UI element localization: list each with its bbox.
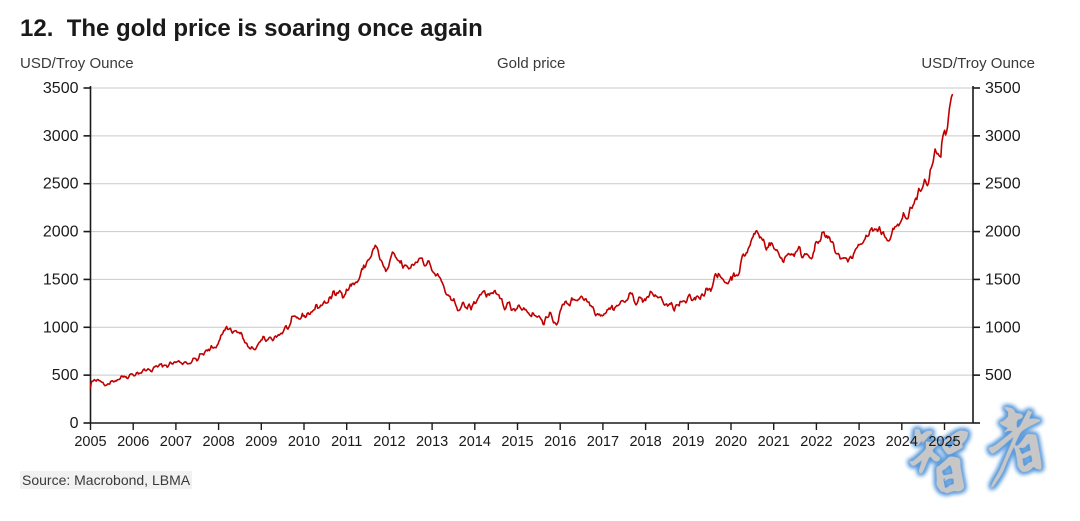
- svg-text:1000: 1000: [43, 319, 79, 336]
- svg-text:3000: 3000: [43, 128, 79, 145]
- svg-text:2021: 2021: [758, 434, 790, 450]
- svg-text:0: 0: [70, 415, 79, 432]
- svg-text:1500: 1500: [985, 271, 1021, 288]
- svg-text:2018: 2018: [629, 434, 661, 450]
- svg-text:2020: 2020: [715, 434, 747, 450]
- svg-text:2000: 2000: [985, 224, 1021, 241]
- svg-text:2015: 2015: [501, 434, 533, 450]
- svg-text:2008: 2008: [202, 434, 234, 450]
- svg-text:2009: 2009: [245, 434, 277, 450]
- svg-text:3500: 3500: [985, 80, 1021, 97]
- svg-text:2010: 2010: [288, 434, 320, 450]
- svg-text:2011: 2011: [331, 434, 362, 450]
- svg-text:1000: 1000: [985, 319, 1021, 336]
- svg-text:2023: 2023: [843, 434, 875, 450]
- svg-text:2025: 2025: [928, 434, 960, 450]
- svg-text:2012: 2012: [373, 434, 405, 450]
- svg-text:2500: 2500: [985, 176, 1021, 193]
- svg-text:2024: 2024: [886, 434, 918, 450]
- svg-text:2007: 2007: [160, 434, 192, 450]
- svg-text:2006: 2006: [117, 434, 149, 450]
- svg-text:2005: 2005: [74, 434, 106, 450]
- svg-text:500: 500: [52, 367, 79, 384]
- svg-text:2022: 2022: [800, 434, 832, 450]
- svg-text:2014: 2014: [459, 434, 491, 450]
- svg-text:智者: 智者: [897, 398, 1058, 509]
- svg-text:2019: 2019: [672, 434, 704, 450]
- svg-text:3500: 3500: [43, 80, 79, 97]
- svg-text:1500: 1500: [43, 271, 79, 288]
- svg-text:2000: 2000: [43, 224, 79, 241]
- svg-text:2500: 2500: [43, 176, 79, 193]
- svg-text:2013: 2013: [416, 434, 448, 450]
- svg-text:3000: 3000: [985, 128, 1021, 145]
- svg-text:500: 500: [985, 367, 1012, 384]
- svg-text:2017: 2017: [587, 434, 619, 450]
- svg-text:2016: 2016: [544, 434, 576, 450]
